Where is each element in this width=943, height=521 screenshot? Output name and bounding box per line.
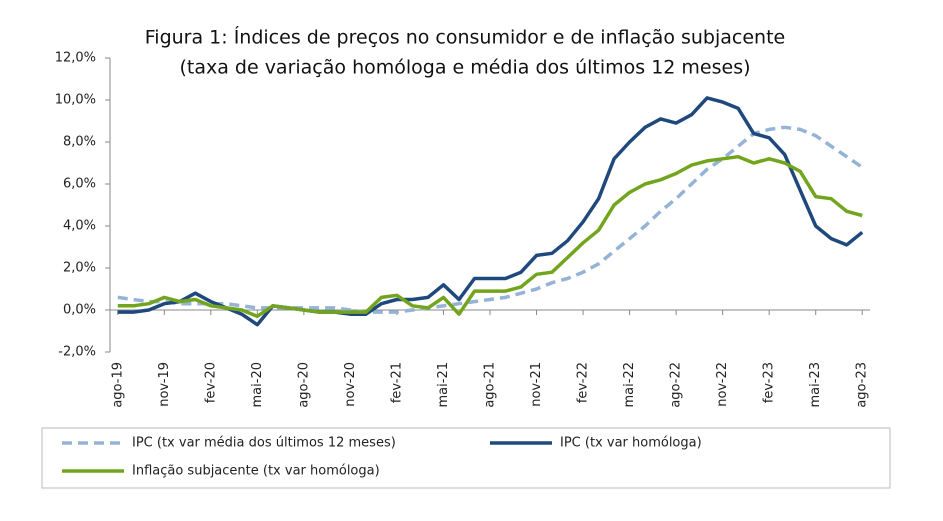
x-tick-label: fev-23 xyxy=(762,362,777,403)
y-tick-label: 0,0% xyxy=(63,303,96,318)
y-tick-label: 8,0% xyxy=(63,135,96,150)
y-tick-label: 6,0% xyxy=(63,177,96,192)
x-tick-label: mai-22 xyxy=(622,362,637,407)
x-tick-label: ago-22 xyxy=(669,362,684,408)
y-tick-label: 10,0% xyxy=(55,93,96,108)
line-series xyxy=(117,125,864,314)
x-tick-label: ago-23 xyxy=(855,362,870,408)
legend-label: IPC (tx var média dos últimos 12 meses) xyxy=(132,436,396,451)
x-tick-label: fev-20 xyxy=(203,362,218,403)
x-tick-label: ago-19 xyxy=(110,362,125,408)
x-tick-label: nov-22 xyxy=(715,362,730,407)
x-tick-label: mai-21 xyxy=(436,362,451,407)
x-tick-label: nov-19 xyxy=(157,362,172,407)
x-tick-label: mai-23 xyxy=(808,362,823,407)
y-tick-label: 12,0% xyxy=(55,51,96,66)
x-tick-label: ago-21 xyxy=(483,362,498,408)
y-tick-label: -2,0% xyxy=(58,345,96,360)
x-tick-label: ago-20 xyxy=(296,362,311,408)
legend-box xyxy=(41,427,891,489)
line-series xyxy=(117,154,863,319)
chart-title: Figura 1: Índices de preços no consumido… xyxy=(145,26,785,49)
y-tick-label: 2,0% xyxy=(63,261,96,276)
legend-label: IPC (tx var homóloga) xyxy=(560,436,702,451)
line-series xyxy=(117,96,864,327)
x-tick-label: mai-20 xyxy=(250,362,265,407)
x-tick-label: nov-21 xyxy=(529,362,544,407)
legend-label: Inflação subjacente (tx var homóloga) xyxy=(132,464,380,479)
x-tick-label: nov-20 xyxy=(343,362,358,407)
y-tick-label: 4,0% xyxy=(63,219,96,234)
x-tick-label: fev-22 xyxy=(576,362,591,403)
x-tick-label: fev-21 xyxy=(389,362,404,403)
chart-subtitle: (taxa de variação homóloga e média dos ú… xyxy=(179,57,750,79)
